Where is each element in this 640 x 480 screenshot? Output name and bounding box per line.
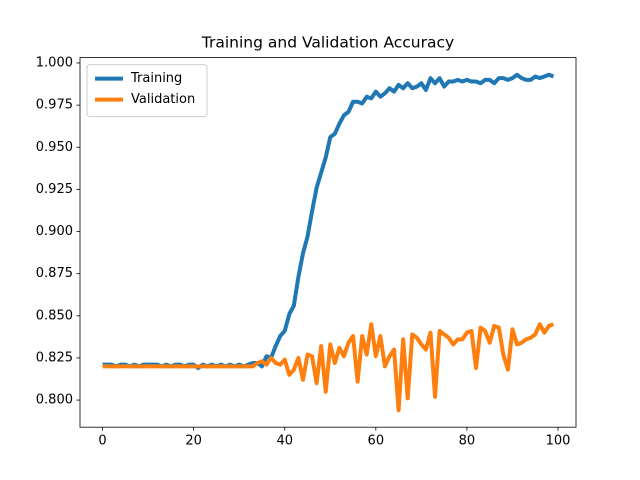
line-series <box>102 72 555 371</box>
x-tick-label: 0 <box>98 434 106 449</box>
legend-label: Validation <box>131 92 195 107</box>
x-tick-label: 40 <box>276 434 293 449</box>
y-tick-label: 0.850 <box>36 308 73 323</box>
y-tick-label: 0.950 <box>36 140 73 155</box>
x-tick-label: 100 <box>546 434 571 449</box>
x-tick-label: 60 <box>368 434 385 449</box>
line-series <box>102 322 555 413</box>
x-tick-label: 80 <box>459 434 476 449</box>
y-tick-label: 0.975 <box>36 98 73 113</box>
axes-frame <box>79 57 577 428</box>
y-tick-label: 0.825 <box>36 350 73 365</box>
y-tick-label: 1.000 <box>36 55 73 70</box>
y-tick-label: 0.875 <box>36 266 73 281</box>
y-tick-label: 0.800 <box>36 393 73 408</box>
chart-title: Training and Validation Accuracy <box>201 34 454 52</box>
x-tick-label: 20 <box>185 434 202 449</box>
y-tick-label: 0.925 <box>36 182 73 197</box>
legend-label: Training <box>130 71 182 86</box>
y-tick-label: 0.900 <box>36 224 73 239</box>
